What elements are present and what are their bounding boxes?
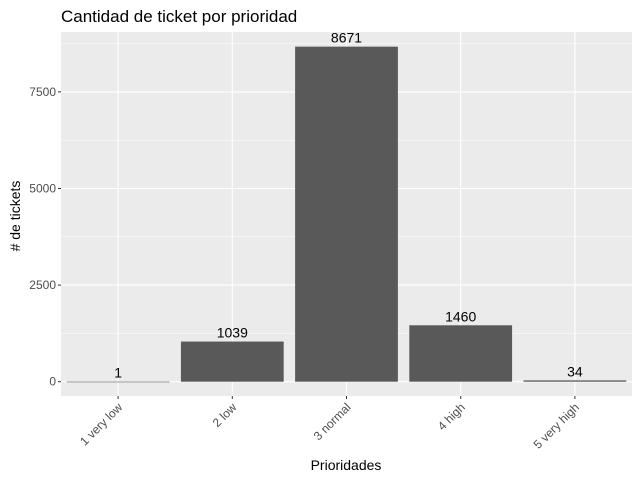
y-axis: 0 2500 5000 7500: [29, 85, 61, 389]
y-tick-label: 2500: [29, 278, 56, 292]
x-tick-label: 1 very low: [77, 400, 125, 448]
x-axis: 1 very low 2 low 3 normal 4 high 5 very high: [77, 396, 582, 452]
data-label: 1460: [445, 308, 476, 324]
y-axis-title: # de tickets: [7, 181, 23, 252]
bar: [180, 341, 284, 382]
data-label: 1: [114, 365, 122, 381]
data-labels: 1 1039 8671 1460 34: [114, 30, 583, 381]
chart-title: Cantidad de ticket por prioridad: [61, 7, 297, 26]
bar: [523, 380, 627, 382]
x-tick-label: 3 normal: [311, 400, 354, 443]
data-label: 8671: [331, 30, 362, 46]
y-tick-label: 7500: [29, 85, 56, 99]
x-tick-label: 4 high: [435, 400, 468, 433]
x-axis-title: Prioridades: [311, 457, 382, 473]
bar: [295, 46, 398, 382]
data-label: 34: [567, 363, 583, 379]
y-tick-label: 5000: [29, 181, 56, 195]
x-tick-label: 2 low: [210, 400, 240, 430]
data-label: 1039: [217, 325, 248, 341]
bar: [66, 381, 170, 383]
y-tick-label: 0: [49, 375, 56, 389]
bar: [409, 325, 513, 382]
x-tick-label: 5 very high: [531, 400, 582, 451]
bars: [66, 46, 627, 383]
